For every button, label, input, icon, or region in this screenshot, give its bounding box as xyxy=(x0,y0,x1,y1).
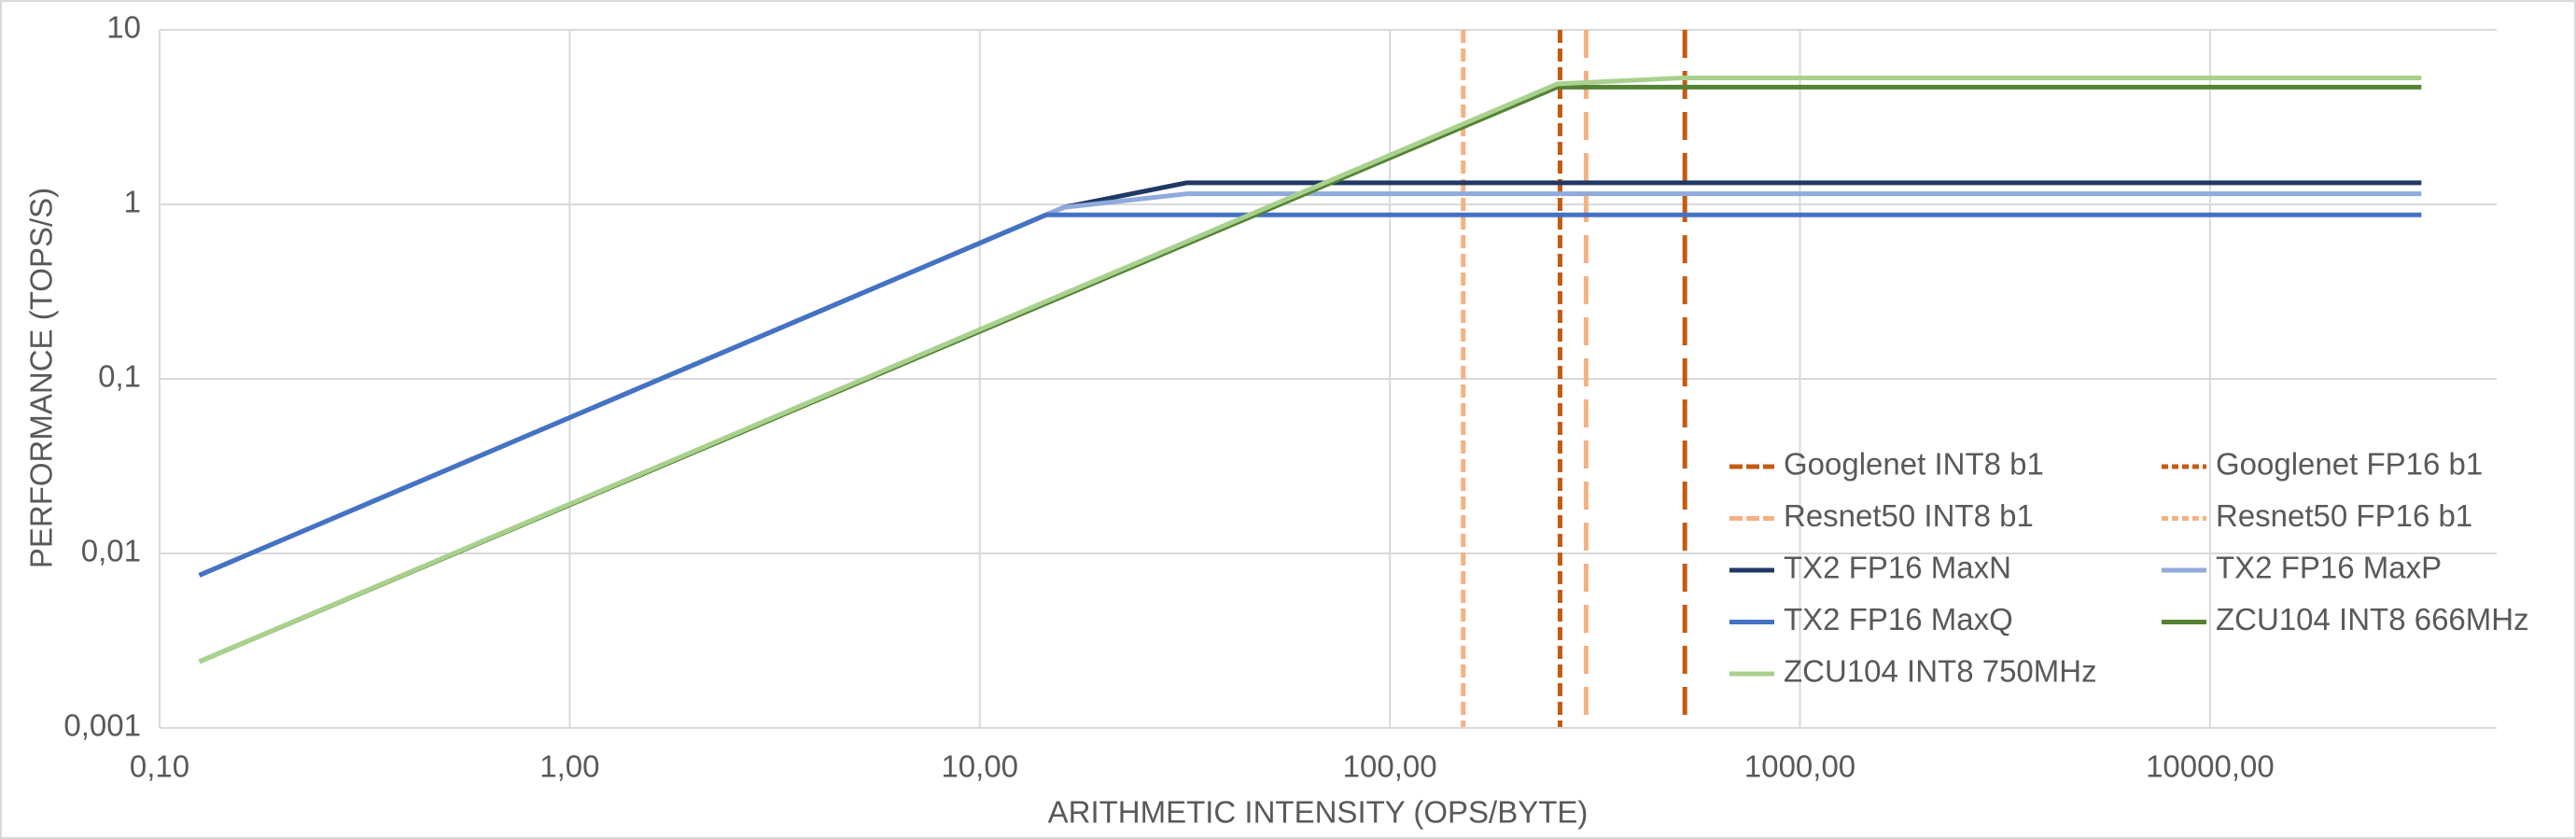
legend-label: TX2 FP16 MaxP xyxy=(2216,551,2442,585)
y-tick-label: 10 xyxy=(106,10,141,45)
y-axis-title: PERFORMANCE (TOPS/S) xyxy=(24,188,59,568)
legend-label: Resnet50 FP16 b1 xyxy=(2216,498,2472,533)
legend-label: Googlenet INT8 b1 xyxy=(1784,447,2044,482)
x-tick-label: 10,00 xyxy=(941,749,1018,784)
x-axis-title: ARITHMETIC INTENSITY (OPS/BYTE) xyxy=(1048,795,1589,830)
x-tick-label: 1,00 xyxy=(539,749,599,784)
legend-label: Resnet50 INT8 b1 xyxy=(1784,498,2034,533)
y-tick-label: 0,01 xyxy=(81,534,141,568)
legend-label: ZCU104 INT8 666MHz xyxy=(2216,602,2529,636)
x-tick-label: 1000,00 xyxy=(1744,749,1855,784)
series-line xyxy=(198,212,2422,578)
legend-label: Googlenet FP16 b1 xyxy=(2216,447,2483,482)
x-tick-label: 0,10 xyxy=(130,749,189,784)
legend-label: ZCU104 INT8 750MHz xyxy=(1784,654,2097,689)
y-tick-label: 0,001 xyxy=(63,708,141,743)
legend-label: TX2 FP16 MaxQ xyxy=(1784,602,2013,636)
y-tick-label: 0,1 xyxy=(98,359,141,394)
series-line xyxy=(198,76,2422,664)
x-tick-label: 10000,00 xyxy=(2146,749,2275,784)
legend-label: TX2 FP16 MaxN xyxy=(1784,551,2011,585)
y-tick-label: 1 xyxy=(124,185,141,219)
x-tick-label: 100,00 xyxy=(1343,749,1437,784)
